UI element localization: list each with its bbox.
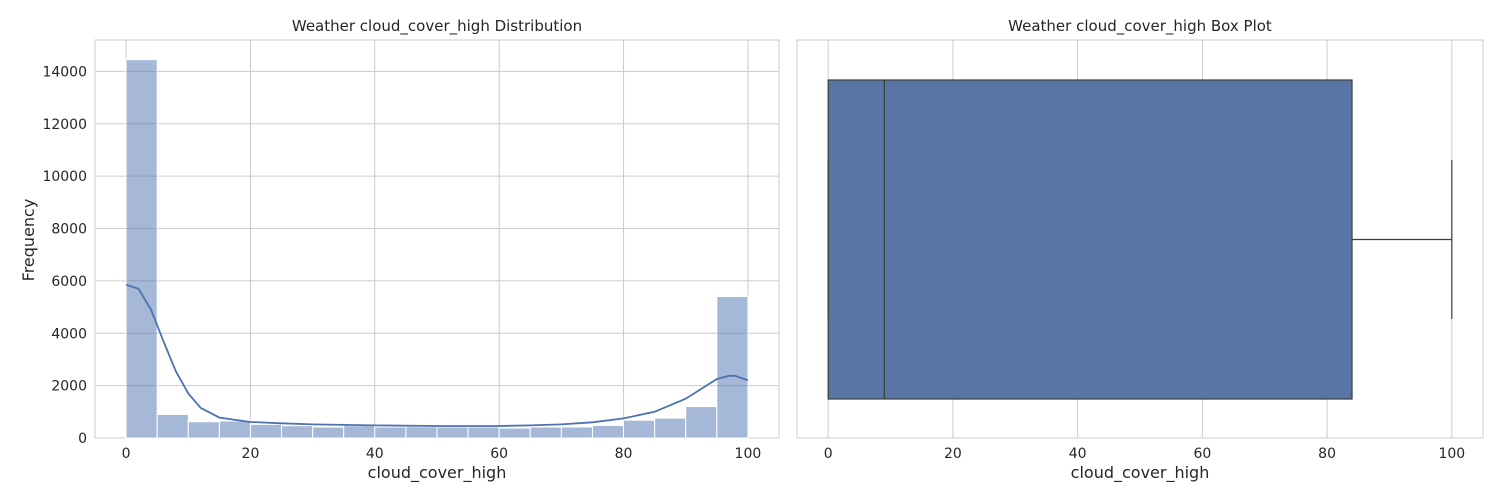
histogram-grid <box>95 40 779 439</box>
histogram-title: Weather cloud_cover_high Distribution <box>292 17 582 36</box>
histogram-bar <box>436 426 469 439</box>
histogram-bar <box>685 406 718 439</box>
histogram-y-label: Frequency <box>19 199 38 282</box>
histogram-bar <box>405 426 438 439</box>
y-tick-label: 2000 <box>51 379 87 395</box>
histogram-bar <box>343 425 376 439</box>
x-tick-label: 40 <box>1069 446 1087 462</box>
y-tick-label: 4000 <box>51 326 87 342</box>
x-tick-label: 0 <box>824 446 833 462</box>
boxplot-x-ticks: 0 20 40 60 80 100 <box>824 446 1465 462</box>
y-tick-label: 0 <box>78 431 87 447</box>
x-tick-label: 60 <box>1193 446 1211 462</box>
x-tick-label: 20 <box>944 446 962 462</box>
boxplot-elements <box>827 79 1453 400</box>
histogram-x-ticks: 0 20 40 60 80 100 <box>122 446 762 462</box>
x-tick-label: 0 <box>122 446 131 462</box>
histogram-bar <box>312 426 345 439</box>
histogram-bar <box>654 417 687 439</box>
boxplot-x-label: cloud_cover_high <box>1071 463 1210 483</box>
histogram-bar <box>498 427 531 439</box>
histogram-x-label: cloud_cover_high <box>368 463 507 483</box>
x-tick-label: 100 <box>735 446 762 462</box>
histogram-bar <box>591 424 625 439</box>
x-tick-label: 60 <box>490 446 508 462</box>
histogram-bar <box>249 423 283 439</box>
histogram-bars <box>125 59 749 439</box>
histogram-bar <box>623 419 656 439</box>
interquartile-box <box>827 79 1353 400</box>
y-tick-label: 12000 <box>42 117 87 133</box>
y-tick-label: 10000 <box>42 169 87 185</box>
histogram-bar <box>281 425 314 439</box>
histogram-bar <box>716 296 749 439</box>
kde-curve <box>125 283 749 427</box>
y-tick-label: 8000 <box>51 222 87 238</box>
y-tick-label: 6000 <box>51 274 87 290</box>
boxplot-title: Weather cloud_cover_high Box Plot <box>1008 17 1272 36</box>
histogram-bar <box>218 420 251 439</box>
histogram-bar <box>374 426 407 439</box>
histogram-bar <box>187 421 220 439</box>
x-tick-label: 80 <box>615 446 633 462</box>
histogram-bar <box>467 426 500 439</box>
x-tick-label: 100 <box>1438 446 1465 462</box>
y-tick-label: 14000 <box>42 64 87 80</box>
histogram-bar <box>125 59 158 439</box>
boxplot-panel: 0 20 40 60 80 100 Weather cloud_cover_high Bo… <box>796 17 1484 483</box>
x-tick-label: 40 <box>366 446 384 462</box>
histogram-panel: 0 20 40 60 80 100 0 2000 4000 6000 8000 10000 12000… <box>19 17 780 483</box>
histogram-bar <box>560 426 593 439</box>
histogram-y-ticks: 0 2000 4000 6000 8000 10000 12000 14000 <box>42 64 87 447</box>
x-tick-label: 20 <box>242 446 260 462</box>
histogram-bar <box>156 413 189 439</box>
histogram-plot-area <box>94 39 780 439</box>
x-tick-label: 80 <box>1318 446 1336 462</box>
histogram-bar <box>529 426 562 439</box>
